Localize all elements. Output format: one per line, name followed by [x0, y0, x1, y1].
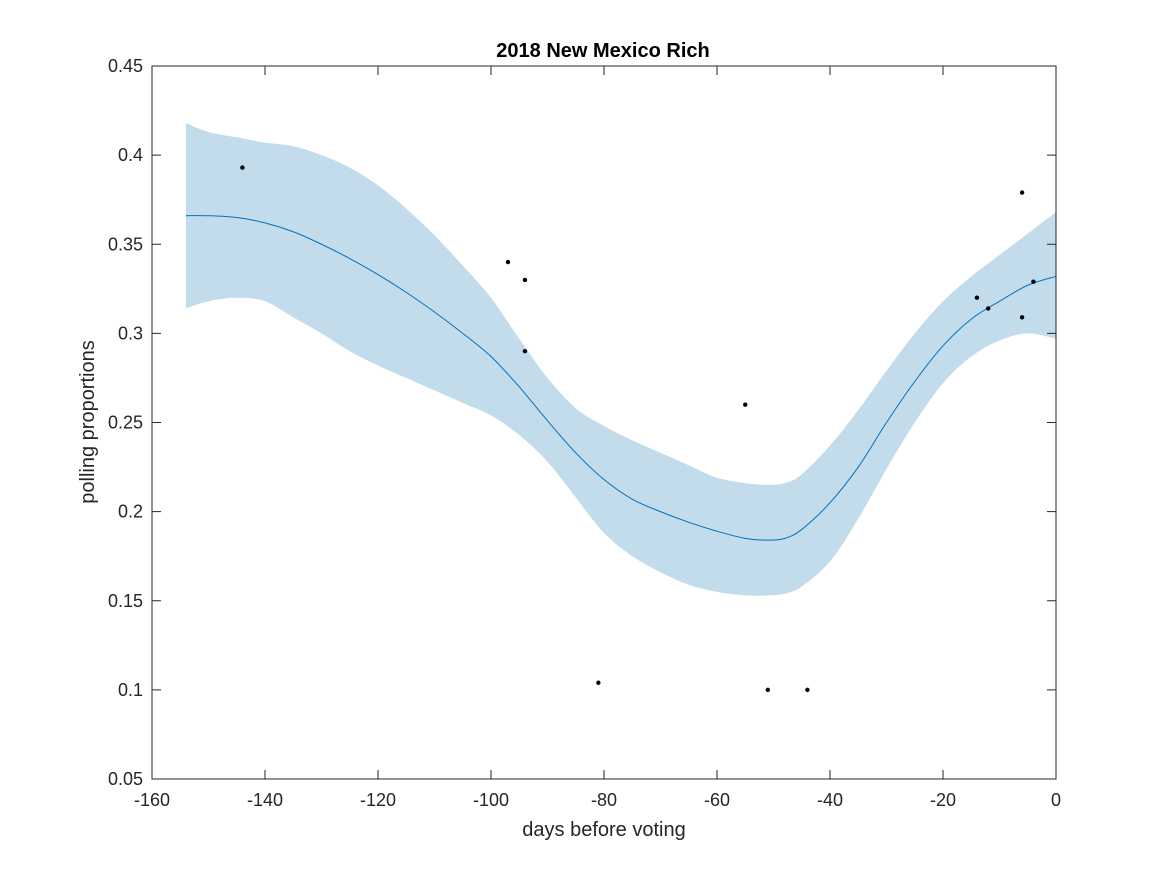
y-axis: 0.05 0.1 0.15 0.2 0.25 0.3 0.35 0.4 0.45: [108, 56, 1056, 789]
x-tick-label: -120: [360, 790, 396, 810]
plot-area: [185, 123, 1057, 693]
poll-point: [240, 165, 245, 170]
x-tick-label: -160: [134, 790, 170, 810]
y-tick-label: 0.3: [118, 323, 143, 343]
x-tick-label: -20: [930, 790, 956, 810]
poll-point: [805, 687, 810, 693]
poll-point: [765, 687, 771, 693]
y-tick-label: 0.45: [108, 56, 143, 76]
poll-point: [974, 295, 980, 300]
poll-point: [505, 259, 511, 265]
x-tick-label: -60: [704, 790, 730, 810]
x-tick-label: -80: [591, 790, 617, 810]
confidence-band: [185, 123, 1056, 596]
poll-point: [986, 306, 991, 311]
poll-point: [1019, 315, 1025, 320]
poll-point: [596, 680, 601, 685]
y-tick-label: 0.1: [118, 680, 143, 700]
y-tick-label: 0.35: [108, 234, 143, 254]
x-axis: -160 -140 -120 -100 -80 -60 -40 -20 0: [134, 66, 1061, 810]
y-axis-label: polling proportions: [77, 340, 99, 503]
poll-point: [522, 349, 528, 354]
y-tick-label: 0.25: [108, 413, 143, 433]
poll-point: [1019, 190, 1025, 195]
poll-point: [1031, 279, 1036, 284]
y-tick-label: 0.2: [118, 502, 143, 522]
y-tick-label: 0.05: [108, 769, 143, 789]
poll-point: [522, 277, 528, 283]
y-tick-label: 0.4: [118, 145, 143, 165]
y-tick-label: 0.15: [108, 591, 143, 611]
trend-line: [185, 215, 1057, 541]
x-tick-label: -140: [247, 790, 283, 810]
x-tick-label: 0: [1051, 790, 1061, 810]
chart-title: 2018 New Mexico Rich: [496, 40, 709, 62]
x-tick-label: -40: [817, 790, 843, 810]
x-tick-label: -100: [473, 790, 509, 810]
x-axis-label: days before voting: [522, 819, 685, 841]
poll-point: [743, 402, 748, 407]
